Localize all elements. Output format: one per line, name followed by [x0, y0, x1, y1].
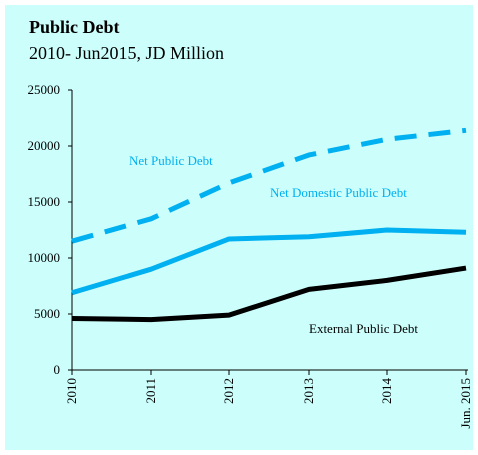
x-tick-label: Jun. 2015 — [458, 378, 473, 429]
chart-title: Public Debt — [29, 17, 120, 37]
x-tick-label: 2011 — [143, 378, 158, 404]
chart-subtitle: 2010- Jun2015, JD Million — [29, 43, 225, 63]
series-line-0 — [71, 127, 467, 244]
y-tick-label: 5000 — [34, 306, 60, 321]
y-tick-label: 15000 — [28, 194, 61, 209]
series-line-2 — [71, 265, 467, 323]
series-label-2: External Public Debt — [309, 321, 418, 336]
y-tick-label: 25000 — [28, 82, 61, 97]
series-line-1 — [71, 227, 467, 296]
y-tick-label: 10000 — [28, 250, 61, 265]
y-tick-label: 0 — [54, 362, 61, 377]
y-tick-label: 20000 — [28, 138, 61, 153]
x-tick-label: 2013 — [301, 378, 316, 404]
chart-panel — [5, 5, 473, 450]
x-tick-label: 2014 — [379, 378, 394, 405]
x-tick-label: 2012 — [221, 378, 236, 404]
series-label-0: Net Public Debt — [129, 153, 213, 168]
x-tick-label: 2010 — [64, 378, 79, 404]
series-label-1: Net Domestic Public Debt — [270, 185, 407, 200]
